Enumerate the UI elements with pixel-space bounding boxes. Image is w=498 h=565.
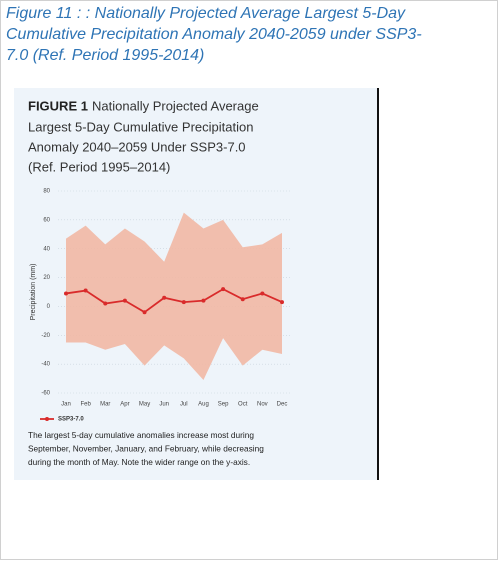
x-tick-label: Nov	[257, 402, 268, 408]
note: The largest 5-day cumulative anomalies i…	[28, 430, 254, 440]
point	[260, 291, 265, 296]
x-tick-label: Sep	[218, 402, 229, 408]
point	[221, 287, 226, 292]
point	[64, 291, 68, 296]
note: September, November, January, and Februa…	[28, 444, 264, 454]
x-tick-label: Dec	[277, 402, 288, 408]
note: during the month of May. Note the wider …	[28, 457, 250, 467]
y-tick-label: 80	[43, 189, 50, 195]
x-tick-label: Jul	[180, 402, 188, 408]
y-tick-label: 0	[47, 304, 51, 310]
caption: Cumulative Precipitation Anomaly 2040-20…	[6, 26, 422, 43]
point	[142, 310, 147, 315]
point	[103, 301, 108, 306]
y-tick-label: -40	[41, 362, 50, 368]
chart-title: Largest 5-Day Cumulative Precipitation	[28, 119, 253, 134]
x-tick-label: May	[139, 402, 150, 408]
y-tick-label: 40	[43, 246, 50, 252]
point	[122, 298, 127, 303]
point	[181, 300, 186, 305]
chart-title: Anomaly 2040–2059 Under SSP3-7.0	[28, 139, 246, 154]
chart-title: Nationally Projected Average	[92, 98, 259, 113]
series-line	[65, 288, 283, 314]
figure-label: FIGURE 1	[28, 98, 88, 113]
range-band	[66, 212, 282, 381]
x-tick-label: Jan	[61, 402, 71, 408]
legend-marker	[45, 417, 49, 421]
point	[240, 297, 245, 302]
y-axis-label: Precipitation (mm)	[30, 264, 37, 321]
legend-label: SSP3-7.0	[58, 417, 84, 423]
y-tick-label: -60	[41, 391, 50, 397]
x-tick-label: Apr	[120, 402, 129, 408]
point	[83, 288, 88, 293]
y-tick-label: 20	[43, 275, 50, 281]
point	[201, 298, 206, 303]
x-tick-label: Mar	[100, 402, 110, 408]
x-tick-label: Jun	[159, 402, 169, 408]
caption: Figure 11 : : Nationally Projected Avera…	[6, 5, 406, 22]
x-tick-label: Feb	[80, 402, 91, 408]
y-tick-label: -20	[41, 333, 50, 339]
y-tick-label: 60	[43, 217, 50, 223]
caption: 7.0 (Ref. Period 1995-2014)	[6, 47, 204, 64]
x-tick-label: Aug	[198, 402, 209, 408]
point	[280, 300, 284, 305]
chart-title: (Ref. Period 1995–2014)	[28, 159, 170, 174]
point	[162, 295, 167, 300]
x-tick-label: Oct	[238, 402, 248, 408]
